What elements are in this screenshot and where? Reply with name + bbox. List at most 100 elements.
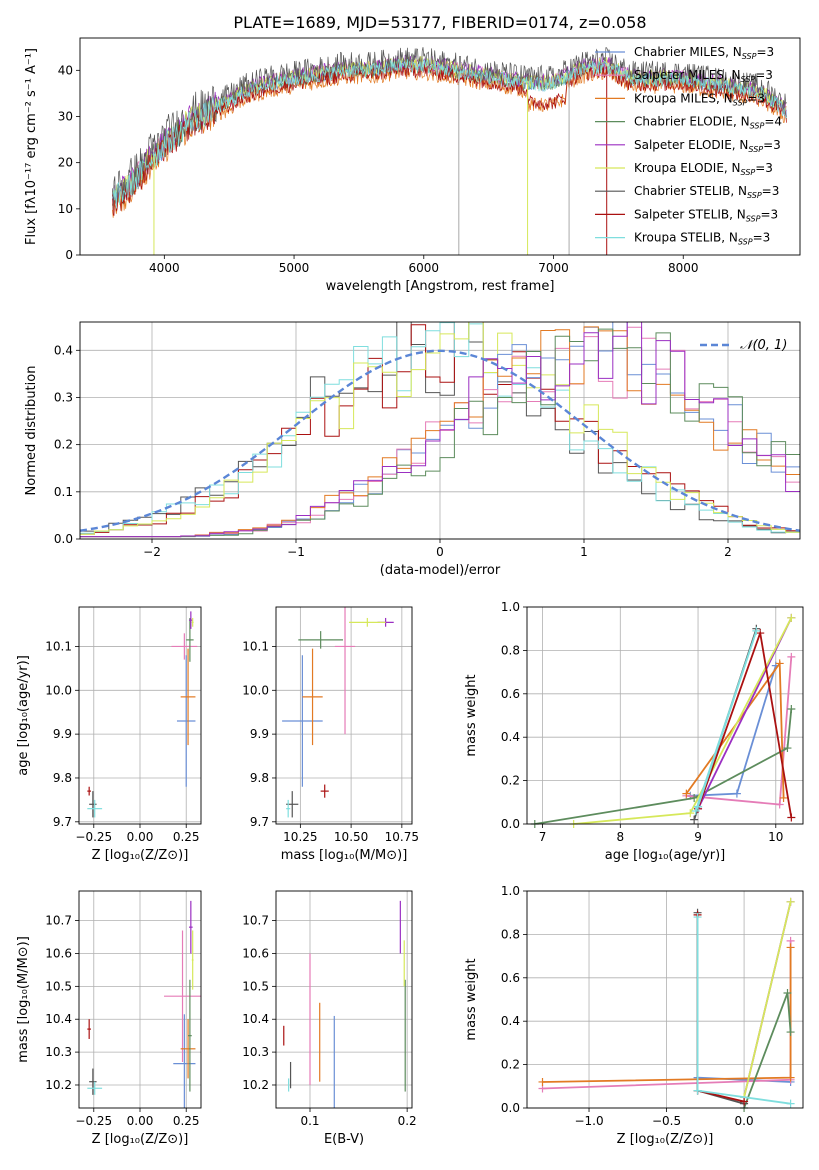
x-axis-label: E(B-V): [324, 1132, 364, 1147]
x-axis-label: age [log₁₀(age/yr)]: [605, 848, 726, 863]
line-salpeter-stelib: [696, 914, 745, 1103]
point-marker: [693, 1086, 702, 1095]
errorbar-point: [191, 617, 194, 627]
errorbar-point: [176, 655, 196, 787]
y-tick-label: 10.4: [242, 1012, 269, 1026]
point-marker: [690, 815, 699, 824]
axes-frame: [526, 606, 804, 825]
spectrum-line-kroupa-stelib: [112, 59, 787, 209]
y-axis-label: Normed distribution: [24, 366, 39, 496]
y-tick-label: 0.6: [501, 687, 520, 701]
y-tick-label: 0.6: [501, 971, 520, 985]
errorbar-point: [188, 900, 193, 954]
point-marker: [694, 802, 703, 811]
legend-subscript: SSP: [741, 75, 756, 84]
y-axis-label: mass weight: [464, 674, 479, 756]
legend-label: Kroupa MILES, NSSP=3: [634, 91, 765, 107]
point-marker: [787, 652, 796, 661]
point-marker: [783, 988, 792, 997]
point-marker: [775, 659, 784, 668]
x-tick-label: 0.00: [127, 1114, 154, 1128]
x-tick-label: 0.2: [398, 1114, 417, 1128]
legend-subscript: SSP: [741, 168, 756, 177]
legend-label: Chabrier STELIB, NSSP=3: [634, 184, 779, 200]
x-tick-label: 10.75: [385, 830, 419, 844]
errorbar-point: [180, 648, 196, 746]
histogram-salpeter-elodie: [80, 322, 800, 538]
chart-age-vs-Z: −0.25 0.00 0.25 9.7 9.8 9.9 10.0 10.1 Z [log₁₀(Z…: [16, 606, 202, 863]
x-tick-label: 1: [580, 545, 588, 559]
x-tick-label: −0.25: [75, 1114, 112, 1128]
errorbar-point: [302, 648, 323, 746]
histogram-salpeter-stelib: [80, 322, 800, 535]
legend-suffix: =3: [763, 138, 781, 152]
legend-suffix: =3: [755, 161, 773, 175]
errorbar-point: [188, 611, 193, 629]
y-tick-label: 0.0: [501, 1101, 520, 1115]
point-marker: [786, 1073, 795, 1082]
axes-frame: [79, 37, 801, 256]
errorbar-point: [191, 930, 194, 990]
legend-subscript: SSP: [747, 191, 762, 200]
y-tick-label: 40: [58, 63, 73, 77]
legend-suffix: =3: [760, 207, 778, 221]
y-tick-label: 10.7: [45, 914, 72, 928]
errorbar-point: [186, 617, 194, 662]
x-axis-label: Z [log₁₀(Z/Z⊙)]: [92, 1132, 189, 1147]
x-axis-label: Z [log₁₀(Z/Z⊙)]: [617, 1132, 714, 1147]
x-tick-label: −2: [143, 545, 161, 559]
y-tick-label: 9.8: [53, 771, 72, 785]
histogram-chabrier-elodie: [80, 328, 800, 538]
legend-suffix: =3: [747, 91, 765, 105]
errorbar-point: [87, 1081, 103, 1095]
legend-label: Chabrier ELODIE, NSSP=4: [634, 115, 782, 131]
y-tick-label: 1.0: [501, 884, 520, 898]
point-marker: [787, 704, 796, 713]
legend-subscript: SSP: [742, 52, 757, 61]
y-tick-label: 0.1: [54, 485, 73, 499]
point-marker: [779, 793, 788, 802]
legend-suffix: =3: [762, 184, 780, 198]
errorbar-point: [87, 786, 92, 796]
point-marker: [786, 1099, 795, 1108]
legend-label: Chabrier MILES, NSSP=3: [634, 45, 774, 61]
point-marker: [786, 1028, 795, 1037]
y-tick-label: 10: [58, 202, 73, 216]
y-tick-label: 0.2: [501, 1058, 520, 1072]
errorbar-point: [286, 799, 291, 818]
line-chabrier-elodie: [534, 708, 793, 824]
errorbar-point: [282, 655, 323, 787]
legend-subscript: SSP: [738, 238, 753, 247]
x-tick-label: 10: [768, 830, 783, 844]
chart-mass-vs-EBV: 0.1 0.2 10.2 10.3 10.4 10.5 10.6 10.7 E(B-V): [242, 890, 417, 1147]
legend-label: 𝒩(0, 1): [740, 338, 787, 353]
x-tick-label: −1: [287, 545, 305, 559]
y-tick-label: 20: [58, 156, 73, 170]
y-tick-label: 0.4: [501, 1014, 520, 1028]
histogram-kroupa-elodie: [80, 322, 800, 535]
x-tick-label: 0.0: [735, 1114, 754, 1128]
legend-label: Kroupa ELODIE, NSSP=3: [634, 161, 773, 177]
y-tick-label: 9.9: [53, 727, 72, 741]
legend-label: Salpeter ELODIE, NSSP=3: [634, 138, 781, 154]
chart-spectrum: 4000 5000 6000 7000 8000 0 10 20 30 40 wavelength …: [24, 37, 801, 294]
y-tick-label: 0.8: [501, 643, 520, 657]
y-tick-label: 1.0: [501, 600, 520, 614]
x-tick-label: 10.25: [283, 830, 317, 844]
x-tick-label: 0.25: [173, 830, 200, 844]
errorbar-point: [188, 979, 192, 1092]
point-marker: [690, 793, 699, 802]
line-chabrier-stelib: [696, 912, 745, 1105]
y-tick-label: 10.4: [45, 1012, 72, 1026]
y-tick-label: 10.2: [242, 1078, 269, 1092]
point-marker: [740, 1097, 749, 1106]
y-tick-label: 9.9: [250, 727, 269, 741]
point-marker: [787, 813, 796, 822]
errorbar-point: [334, 607, 356, 735]
errorbar-point: [89, 1068, 97, 1095]
y-tick-label: 10.5: [242, 979, 269, 993]
axes-frame: [275, 606, 413, 825]
point-marker: [682, 789, 691, 798]
x-tick-label: 8000: [668, 261, 699, 275]
